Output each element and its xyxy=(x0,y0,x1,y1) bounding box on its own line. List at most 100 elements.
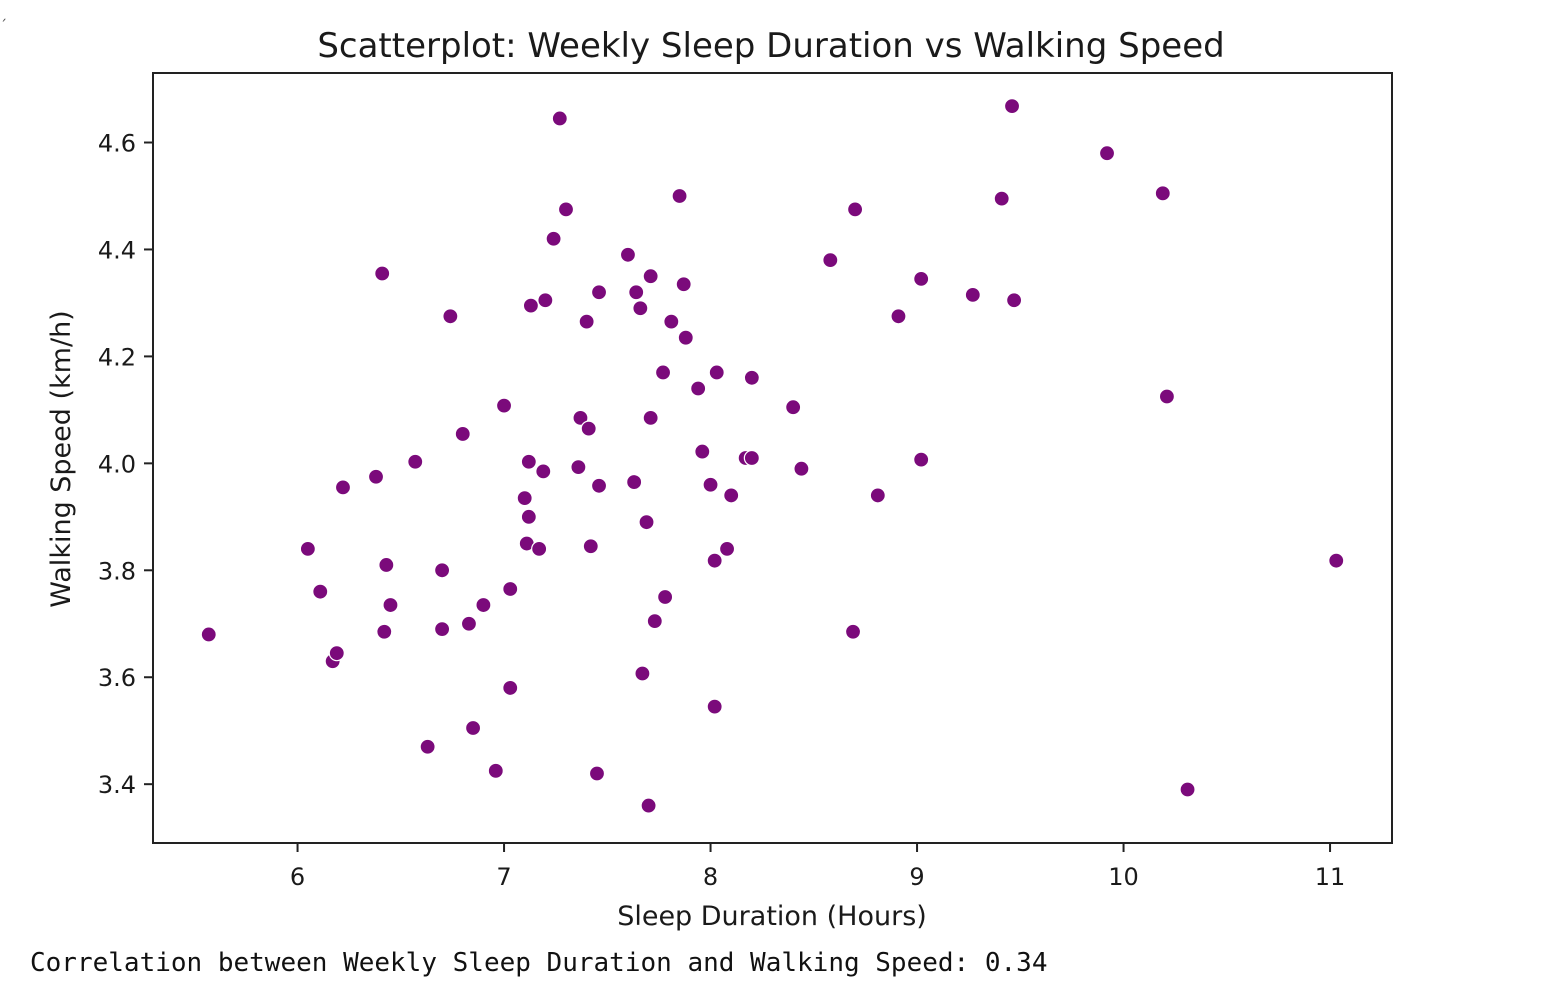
scatter-point xyxy=(1154,185,1171,202)
scatter-point xyxy=(646,612,663,630)
scatter-point xyxy=(1158,388,1176,405)
y-tick-label: 3.8 xyxy=(98,557,136,585)
scatter-point xyxy=(638,514,655,531)
scatter-point xyxy=(718,540,736,558)
scatter-point xyxy=(690,380,707,397)
scatter-point xyxy=(537,292,554,309)
scatter-point xyxy=(588,765,606,782)
scatter-point xyxy=(580,420,597,437)
scatter-point xyxy=(376,623,393,640)
scatter-point xyxy=(1006,292,1023,309)
x-tick-label: 11 xyxy=(1315,863,1346,891)
scatter-point xyxy=(844,623,862,640)
scatter-point xyxy=(434,562,451,579)
scatter-point xyxy=(590,477,608,494)
scatter-point xyxy=(374,265,391,282)
y-tick-label: 3.6 xyxy=(98,664,136,692)
scatter-point xyxy=(619,246,637,263)
scatter-point xyxy=(642,268,659,285)
correlation-output: Correlation between Weekly Sleep Duratio… xyxy=(30,948,1048,978)
scatter-point xyxy=(570,458,587,476)
scatter-point xyxy=(694,443,711,460)
scatter-point xyxy=(869,487,886,504)
scatter-point xyxy=(551,110,568,127)
scatter-point xyxy=(632,300,649,317)
x-tick-label: 8 xyxy=(703,863,718,891)
x-axis: 6 7 8 9 10 11 xyxy=(290,843,1345,891)
scatter-point xyxy=(334,479,352,496)
scatter-point xyxy=(378,556,395,574)
scatter-point xyxy=(495,397,513,414)
scatter-point xyxy=(520,508,537,525)
scatter-point xyxy=(442,308,459,325)
scatter-point xyxy=(654,364,672,381)
y-tick-label: 4.4 xyxy=(98,236,136,264)
scatter-point xyxy=(487,762,504,779)
corner-mark: ˏ xyxy=(0,6,7,22)
scatter-point xyxy=(557,201,575,218)
scatter-point xyxy=(671,187,688,205)
scatter-point xyxy=(993,190,1010,207)
scatter-point xyxy=(572,409,589,426)
scatter-point xyxy=(677,329,694,346)
scatter-point xyxy=(964,286,981,304)
scatter-point xyxy=(785,399,802,416)
scatter-point xyxy=(582,538,599,555)
x-tick-label: 6 xyxy=(290,863,305,891)
scatter-point xyxy=(312,583,329,600)
y-tick-label: 4.2 xyxy=(98,343,136,371)
scatter-point xyxy=(743,449,760,467)
scatter-point xyxy=(382,596,399,614)
scatter-point xyxy=(793,460,810,477)
scatter-point xyxy=(702,476,719,493)
scatter-point xyxy=(913,451,930,468)
scatter-point xyxy=(1003,98,1021,115)
scatter-points xyxy=(200,98,1345,814)
scatter-point xyxy=(675,276,692,293)
scatter-point xyxy=(520,453,537,470)
scatter-point xyxy=(626,473,643,491)
y-tick-label: 4.6 xyxy=(98,130,136,158)
scatter-point xyxy=(706,698,723,715)
chart-title: Scatterplot: Weekly Sleep Duration vs Wa… xyxy=(317,26,1224,66)
scatter-point xyxy=(708,364,725,381)
scatter-point xyxy=(1179,781,1196,798)
scatter-point xyxy=(516,490,533,507)
scatter-point xyxy=(628,284,645,301)
scatter-point xyxy=(846,201,864,218)
scatter-point xyxy=(367,468,385,485)
scatter-point xyxy=(502,580,519,598)
y-axis: 3.4 3.6 3.8 4.0 4.2 4.4 4.6 xyxy=(98,130,153,799)
scatter-point xyxy=(743,369,760,386)
scatter-point xyxy=(200,626,217,643)
plot-frame xyxy=(152,72,1393,844)
scatter-point xyxy=(706,552,723,569)
scatter-point xyxy=(663,313,680,330)
scatter-point xyxy=(464,719,482,737)
scatter-point xyxy=(407,453,424,470)
scatter-point xyxy=(475,596,492,614)
scatter-point xyxy=(545,230,562,247)
y-tick-label: 4.0 xyxy=(98,450,136,478)
scatter-point xyxy=(522,297,539,314)
x-axis-label: Sleep Duration (Hours) xyxy=(617,901,927,932)
scatter-point xyxy=(890,308,907,325)
scatter-point xyxy=(723,487,740,504)
scatter-point xyxy=(454,425,471,443)
scatter-point xyxy=(640,797,657,814)
scatter-point xyxy=(1328,552,1345,569)
scatter-point xyxy=(657,588,674,606)
scatter-point xyxy=(642,409,659,426)
scatter-point xyxy=(590,284,608,301)
scatter-point xyxy=(913,270,930,287)
scatter-point xyxy=(634,665,651,682)
scatter-point xyxy=(531,540,548,558)
scatter-point xyxy=(502,679,519,697)
scatter-point xyxy=(535,463,552,480)
scatter-point xyxy=(434,621,451,638)
scatter-point xyxy=(299,540,316,558)
x-tick-label: 10 xyxy=(1108,863,1139,891)
scatter-point xyxy=(1098,145,1116,162)
scatter-point xyxy=(328,645,345,662)
x-tick-label: 7 xyxy=(496,863,511,891)
